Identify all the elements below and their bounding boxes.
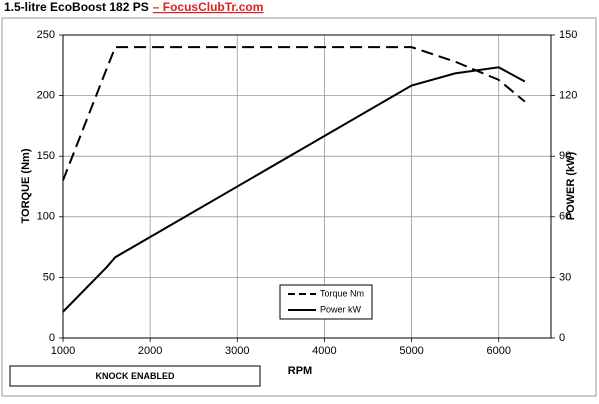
y-tick-label: 0: [49, 332, 55, 344]
chart-title: 1.5-litre EcoBoost 182 PS – FocusClubTr.c…: [4, 0, 263, 14]
series-line: [62, 66, 526, 313]
annotation-box: [9, 365, 261, 387]
series-line: [62, 46, 526, 181]
legend: [279, 284, 373, 320]
x-tick-label: 4000: [312, 345, 336, 357]
y-axis-label: TORQUE (Nm): [20, 148, 32, 223]
legend-label: Power kW: [320, 304, 362, 314]
y2-tick-label: 60: [559, 211, 571, 223]
y2-tick-label: 90: [559, 150, 571, 162]
x-axis-label: RPM: [288, 365, 312, 377]
legend-label: Torque Nm: [320, 288, 364, 298]
x-tick-label: 6000: [486, 345, 510, 357]
frame: [1, 17, 597, 397]
y-tick-label: 50: [43, 271, 55, 283]
plot-frame: [62, 34, 552, 339]
y2-tick-label: 0: [559, 332, 565, 344]
x-tick-label: 2000: [138, 345, 162, 357]
x-tick-label: 3000: [225, 345, 249, 357]
source-link[interactable]: – FocusClubTr.com: [153, 0, 264, 14]
title-text: 1.5-litre EcoBoost 182 PS: [4, 0, 149, 14]
y2-axis-label: POWER (kW): [565, 151, 577, 220]
y-tick-label: 200: [37, 90, 55, 102]
y2-tick-label: 150: [559, 29, 577, 41]
y2-tick-label: 120: [559, 90, 577, 102]
x-tick-label: 1000: [51, 345, 75, 357]
y-tick-label: 250: [37, 29, 55, 41]
y-tick-label: 150: [37, 150, 55, 162]
annotation: KNOCK ENABLED: [95, 371, 175, 381]
y2-tick-label: 30: [559, 271, 571, 283]
y-tick-label: 100: [37, 211, 55, 223]
x-tick-label: 5000: [399, 345, 423, 357]
